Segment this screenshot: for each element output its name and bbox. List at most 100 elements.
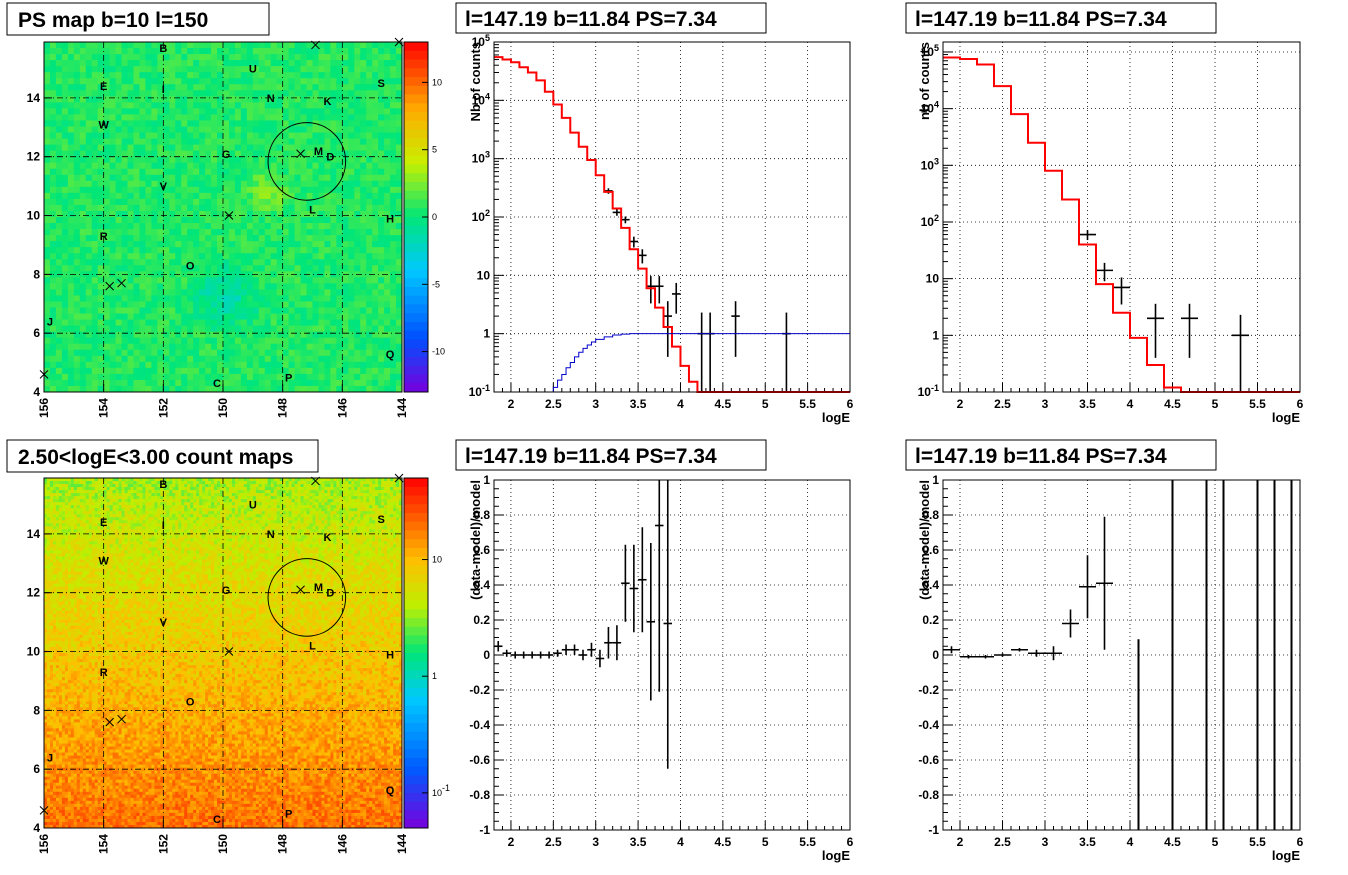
heatmap-cell	[217, 235, 224, 242]
heatmap-cell	[205, 90, 212, 97]
heatmap-cell	[354, 150, 361, 158]
heatmap-cell	[270, 54, 278, 61]
heatmap-cell	[181, 102, 188, 109]
heatmap-cell	[157, 48, 164, 55]
heatmap-cell	[217, 379, 224, 387]
heatmap-cell	[306, 313, 313, 320]
heatmap-cell	[103, 313, 111, 320]
heatmap-cell	[354, 42, 361, 49]
heatmap-cell	[157, 355, 164, 363]
heatmap-cell	[103, 114, 111, 121]
heatmap-cell	[130, 484, 134, 488]
heatmap-cell	[97, 373, 105, 381]
heatmap-cell	[181, 331, 188, 339]
heatmap-cell	[217, 120, 224, 127]
heatmap-cell	[228, 96, 236, 103]
heatmap-cell	[121, 487, 125, 491]
heatmap-cell	[288, 289, 295, 296]
heatmap-cell	[163, 496, 167, 500]
heatmap-cell	[351, 481, 355, 485]
heatmap-cell	[163, 84, 170, 91]
heatmap-cell	[282, 54, 290, 61]
heatmap-cell	[375, 499, 379, 503]
heatmap-cell	[44, 385, 51, 393]
heatmap-cell	[348, 102, 355, 109]
heatmap-cell	[234, 126, 242, 133]
heatmap-cell	[336, 490, 340, 494]
heatmap-cell	[91, 223, 99, 230]
heatmap-cell	[187, 162, 194, 170]
heatmap-cell	[121, 162, 128, 170]
heatmap-cell	[372, 138, 379, 145]
heatmap-cell	[270, 204, 278, 212]
heatmap-cell	[279, 502, 284, 506]
heatmap-cell	[240, 337, 248, 345]
heatmap-cell	[139, 186, 146, 194]
heatmap-cell	[217, 192, 224, 200]
heatmap-cell	[324, 259, 331, 266]
heatmap-cell	[228, 90, 236, 97]
heatmap-cell	[163, 90, 170, 97]
heatmap-cell	[55, 379, 63, 387]
heatmap-cell	[55, 72, 63, 79]
heatmap-cell	[294, 192, 301, 200]
heatmap-cell	[157, 496, 161, 500]
heatmap-cell	[49, 490, 54, 494]
heatmap-cell	[151, 355, 158, 363]
heatmap-cell	[133, 247, 140, 254]
heatmap-cell	[324, 186, 331, 194]
heatmap-cell	[282, 132, 290, 139]
heatmap-cell	[73, 180, 81, 188]
heatmap-cell	[252, 186, 260, 194]
heatmap-cell	[312, 186, 319, 194]
heatmap-cell	[103, 217, 111, 224]
heatmap-cell	[270, 253, 278, 260]
heatmap-cell	[258, 478, 263, 482]
heatmap-cell	[246, 102, 254, 109]
heatmap-cell	[49, 247, 57, 254]
heatmap-cell	[252, 247, 260, 254]
heatmap-cell	[390, 223, 397, 230]
heatmap-cell	[354, 138, 361, 145]
heatmap-cell	[312, 253, 319, 260]
heatmap-cell	[133, 66, 140, 73]
heatmap-cell	[237, 484, 242, 488]
heatmap-cell	[217, 277, 224, 284]
heatmap-cell	[217, 313, 224, 320]
heatmap-cell	[139, 295, 146, 302]
heatmap-cell	[79, 295, 87, 302]
heatmap-cell	[252, 331, 260, 339]
heatmap-cell	[217, 174, 224, 182]
heatmap-cell	[234, 54, 242, 61]
heatmap-cell	[246, 499, 251, 503]
heatmap-cell	[390, 180, 397, 188]
heatmap-cell	[88, 481, 93, 485]
heatmap-cell	[55, 307, 63, 314]
heatmap-cell	[151, 337, 158, 345]
heatmap-cell	[300, 493, 304, 497]
heatmap-cell	[321, 487, 325, 491]
heatmap-cell	[342, 114, 349, 121]
heatmap-cell	[300, 180, 307, 188]
heatmap-cell	[258, 78, 266, 85]
heatmap-cell	[258, 496, 263, 500]
heatmap-cell	[55, 204, 63, 212]
heatmap-cell	[330, 331, 337, 339]
heatmap-cell	[396, 84, 403, 91]
heatmap-cell	[121, 493, 125, 497]
heatmap-cell	[145, 114, 152, 121]
heatmap-cell	[354, 120, 361, 127]
heatmap-cell	[85, 90, 93, 97]
heatmap-cell	[252, 174, 260, 182]
heatmap-cell	[178, 502, 182, 506]
heatmap-cell	[181, 235, 188, 242]
heatmap-cell	[91, 379, 99, 387]
heatmap-cell	[276, 337, 284, 345]
heatmap-cell	[115, 337, 122, 345]
heatmap-cell	[151, 156, 158, 164]
heatmap-cell	[121, 367, 128, 375]
heatmap-cell	[312, 96, 319, 103]
heatmap-cell	[184, 496, 188, 500]
heatmap-cell	[378, 186, 385, 194]
heatmap-cell	[115, 361, 122, 369]
